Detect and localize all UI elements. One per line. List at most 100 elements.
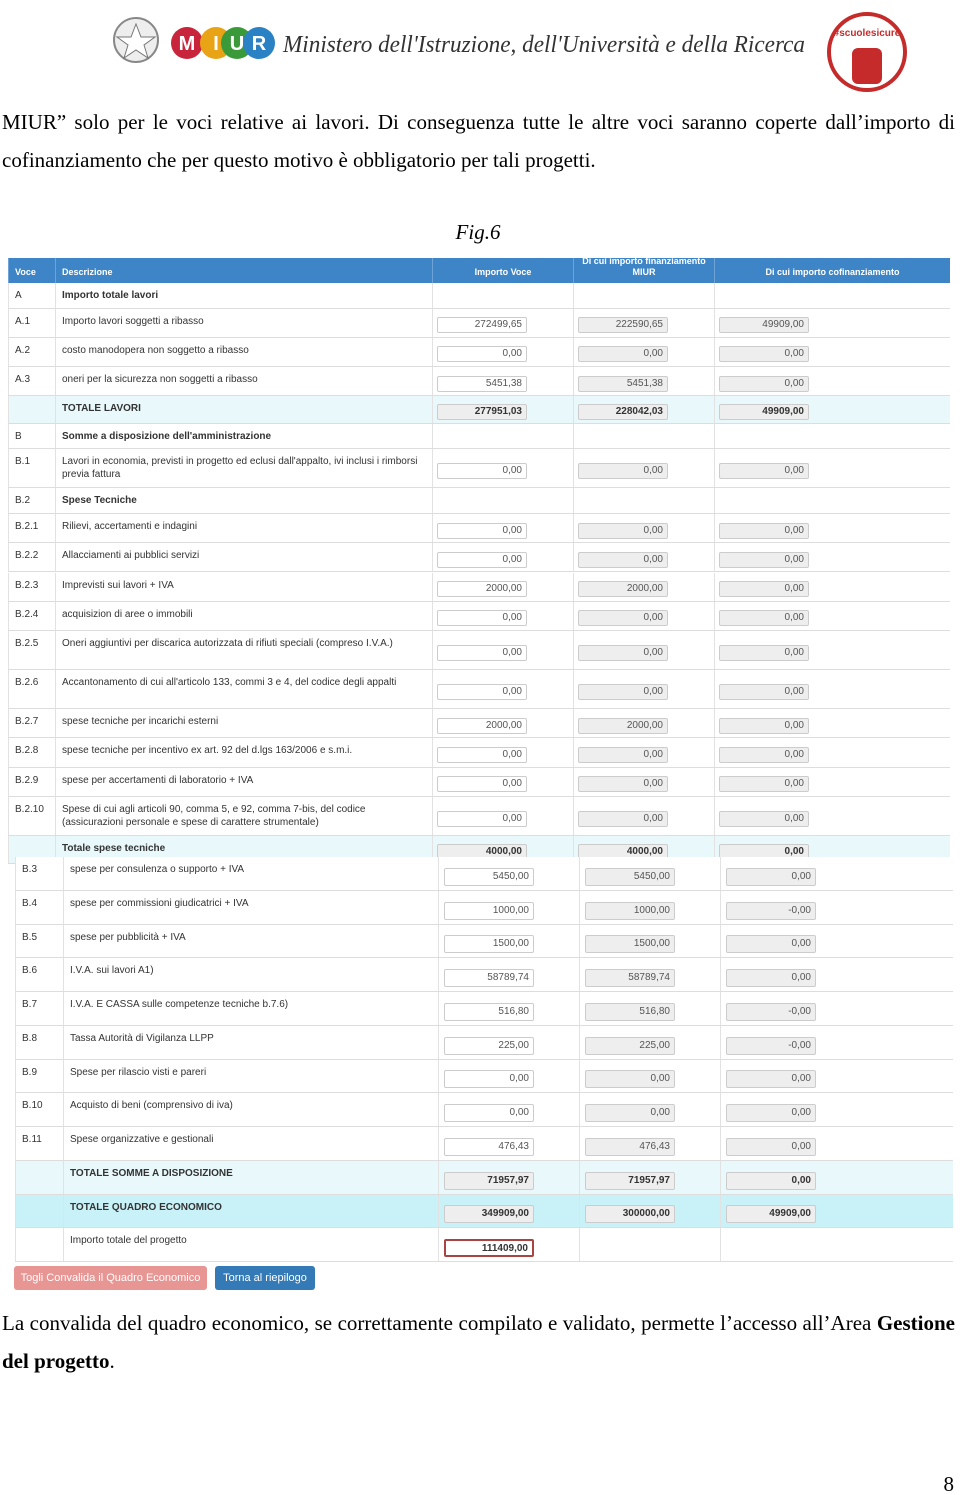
table-cell bbox=[438, 924, 579, 958]
input-field: 0,00 bbox=[726, 1070, 816, 1089]
table-cell bbox=[573, 367, 714, 396]
input-field: 225,00 bbox=[585, 1036, 675, 1055]
table-row: B.2.2 Allacciamenti ai pubblici servizi 0,… bbox=[8, 543, 950, 573]
table-row: B.11 Spese organizzative e gestionali 476,… bbox=[15, 1127, 953, 1161]
table-cell: Rilievi, accertamenti e indagini bbox=[55, 513, 432, 543]
header-logos: M I U R Ministero dell'Istruzione, dell'… bbox=[113, 12, 907, 92]
input-field: 58789,74 bbox=[444, 969, 534, 988]
table-cell bbox=[573, 396, 714, 423]
button[interactable]: Torna al riepilogo bbox=[215, 1266, 315, 1290]
input-field: 2000,00 bbox=[578, 581, 668, 598]
table-cell bbox=[15, 1228, 63, 1261]
table-cell bbox=[579, 1059, 720, 1093]
input-field: 0,00 bbox=[719, 747, 809, 764]
table-cell: B.1 bbox=[8, 449, 55, 488]
table-cell bbox=[573, 709, 714, 738]
table-cell bbox=[573, 601, 714, 631]
table-cell bbox=[714, 396, 950, 423]
input-field: 0,00 bbox=[437, 776, 527, 793]
paragraph: MIUR” solo per le voci relative ai lavor… bbox=[2, 110, 955, 172]
input-field: 49909,00 bbox=[719, 404, 809, 421]
table-row: B.3 spese per consulenza o supporto + IVA… bbox=[15, 857, 953, 891]
table-cell bbox=[15, 1194, 63, 1228]
table-cell bbox=[573, 543, 714, 572]
table-cell: oneri per la sicurezza non soggetti a ri… bbox=[55, 367, 432, 396]
input-field: 1500,00 bbox=[444, 935, 534, 954]
table-cell bbox=[579, 857, 720, 890]
table-row: A Importo totale lavori bbox=[8, 283, 950, 309]
table-cell bbox=[579, 1127, 720, 1160]
table-cell bbox=[714, 670, 950, 709]
table-row: A.3 oneri per la sicurezza non soggetti a… bbox=[8, 367, 950, 397]
emblem-star bbox=[115, 22, 157, 60]
input-field: 0,00 bbox=[437, 551, 527, 568]
input-field: 58789,74 bbox=[585, 969, 675, 988]
table-cell: B.6 bbox=[15, 958, 63, 991]
table-row: B.8 Tassa Autorità di Vigilanza LLPP 225,0… bbox=[15, 1025, 953, 1060]
table-cell bbox=[432, 601, 573, 631]
table-cell bbox=[8, 836, 55, 863]
table-row: TOTALE LAVORI 277951,03 228042,03 49909,00 bbox=[8, 396, 950, 424]
input-field: 0,00 bbox=[444, 1104, 534, 1123]
table-cell bbox=[438, 890, 579, 924]
logo-dot bbox=[221, 27, 253, 59]
table-cell: B.2.2 bbox=[8, 543, 55, 572]
table-cell bbox=[720, 1025, 953, 1059]
table-cell bbox=[714, 308, 950, 337]
table-cell bbox=[714, 601, 950, 631]
input-field: 0,00 bbox=[437, 346, 527, 363]
table-row: TOTALE QUADRO ECONOMICO 349909,00 300000,0… bbox=[15, 1194, 953, 1229]
input-field: 0,00 bbox=[585, 1070, 675, 1089]
input-field: 0,00 bbox=[578, 522, 668, 539]
table-cell bbox=[438, 1059, 579, 1093]
input-field: 5451,38 bbox=[437, 375, 527, 392]
table-cell bbox=[432, 767, 573, 796]
header-cell: Di cui importo cofinanziamento bbox=[714, 258, 950, 283]
table-cell bbox=[573, 631, 714, 670]
table-cell: TOTALE QUADRO ECONOMICO bbox=[63, 1194, 438, 1228]
table-cell bbox=[432, 283, 573, 308]
table-row: B Somme a disposizione dell'amministrazio… bbox=[8, 423, 950, 450]
table-row: B.2.4 acquisizion di aree o immobili 0,00 0… bbox=[8, 601, 950, 632]
table-cell bbox=[438, 1025, 579, 1059]
table-cell bbox=[573, 670, 714, 709]
ministry-name: Ministero dell'Istruzione, dell'Universi… bbox=[282, 32, 805, 58]
input-field: 0,00 bbox=[578, 776, 668, 793]
table-row: B.2.7 spese tecniche per incarichi estern… bbox=[8, 709, 950, 739]
input-field: 476,43 bbox=[444, 1137, 534, 1156]
table-cell bbox=[579, 1025, 720, 1059]
input-field: 71957,97 bbox=[444, 1171, 534, 1190]
input-field: 0,00 bbox=[578, 810, 668, 827]
table-cell: acquisizion di aree o immobili bbox=[55, 601, 432, 631]
table-cell: Totale spese tecniche bbox=[55, 836, 432, 863]
table-cell bbox=[579, 924, 720, 958]
header-cell: Descrizione bbox=[55, 258, 432, 283]
table-cell: B.8 bbox=[15, 1025, 63, 1059]
button[interactable]: Togli Convalida il Quadro Economico bbox=[14, 1266, 207, 1290]
table-cell bbox=[720, 890, 953, 924]
bold-text: Gestione del progetto bbox=[2, 1311, 955, 1373]
input-field: 0,00 bbox=[437, 810, 527, 827]
input-field: 516,80 bbox=[585, 1002, 675, 1021]
table-row: A.2 costo manodopera non soggetto a ribas… bbox=[8, 337, 950, 368]
input-field: 0,00 bbox=[437, 522, 527, 539]
table-cell: spese tecniche per incentivo ex art. 92 … bbox=[55, 738, 432, 767]
input-field: 300000,00 bbox=[585, 1205, 675, 1224]
input-field: 272499,65 bbox=[437, 317, 527, 334]
table-cell bbox=[720, 1059, 953, 1093]
table-cell: A bbox=[8, 283, 55, 308]
header-cell: Voce bbox=[8, 258, 55, 283]
table-cell bbox=[573, 836, 714, 863]
table-cell bbox=[432, 337, 573, 367]
table-cell bbox=[432, 488, 573, 513]
input-field: 0,00 bbox=[719, 551, 809, 568]
table-cell: B.2.5 bbox=[8, 631, 55, 670]
table-cell bbox=[714, 767, 950, 796]
table-cell: Lavori in economia, previsti in progetto… bbox=[55, 449, 432, 488]
table-cell bbox=[720, 1160, 953, 1194]
table-cell: B.2.9 bbox=[8, 767, 55, 796]
input-field: 222590,65 bbox=[578, 317, 668, 334]
table-cell bbox=[15, 1160, 63, 1194]
table-cell bbox=[573, 488, 714, 513]
input-field: 277951,03 bbox=[437, 404, 527, 421]
